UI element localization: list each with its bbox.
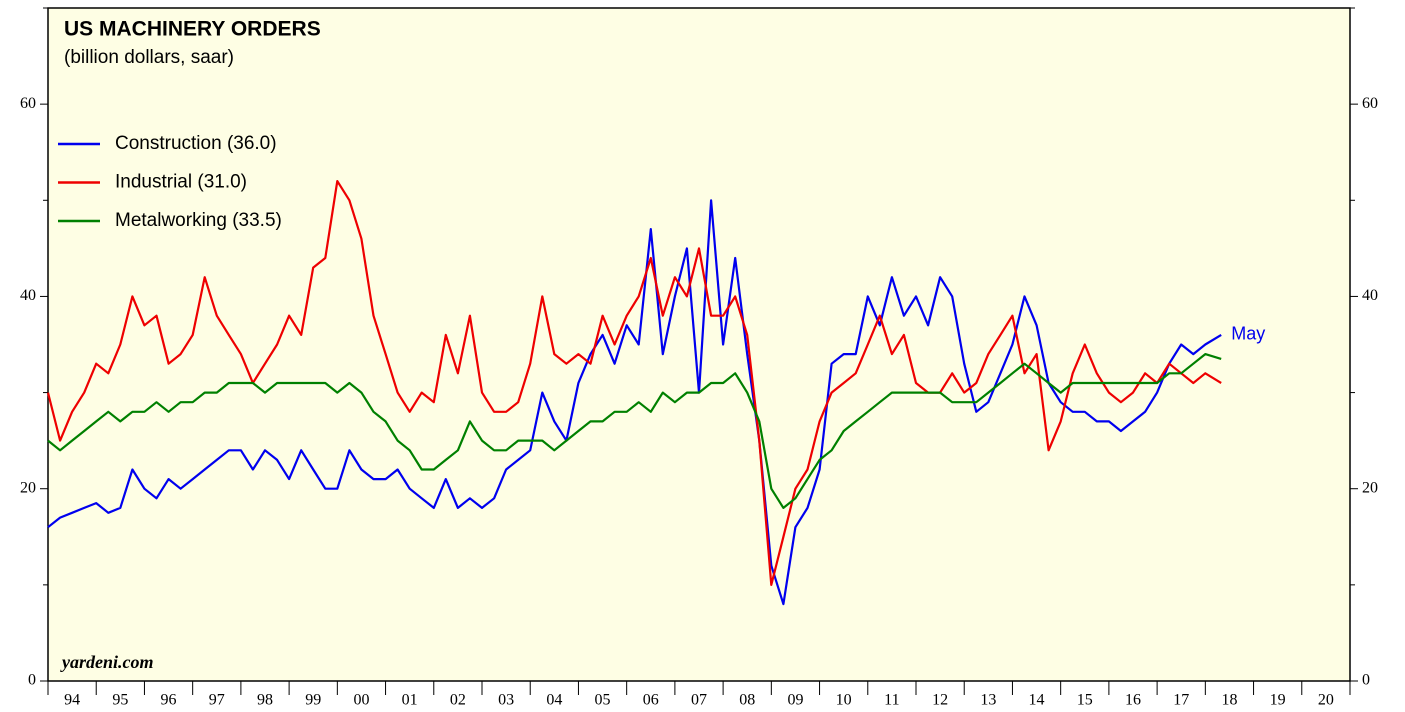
- source: yardeni.com: [60, 652, 154, 672]
- series-line: [47, 353, 1222, 509]
- series-line: [46, 180, 1222, 586]
- x-tick-label: 03: [498, 692, 514, 709]
- y-tick-label-right: 40: [1362, 287, 1378, 304]
- x-tick-label: 97: [209, 692, 225, 709]
- x-tick-label: 12: [932, 692, 948, 709]
- y-tick-label: 20: [20, 479, 36, 496]
- legend-label: Metalworking (33.5): [115, 210, 282, 231]
- x-tick-label: 98: [257, 692, 273, 709]
- x-tick-label: 08: [739, 692, 755, 709]
- x-tick-label: 02: [450, 692, 466, 709]
- x-tick-label: 07: [691, 692, 707, 709]
- chart-title: US MACHINERY ORDERS: [64, 18, 321, 41]
- y-tick-label: 60: [20, 95, 36, 112]
- x-tick-label: 94: [64, 692, 80, 709]
- x-tick-label: 11: [884, 692, 899, 709]
- plot-area: [47, 7, 1351, 682]
- x-tick-label: 19: [1270, 692, 1286, 709]
- y-tick-label: 40: [20, 287, 36, 304]
- y-tick-label-right: 0: [1362, 672, 1370, 689]
- x-tick-label: 20: [1318, 692, 1334, 709]
- legend-label: Construction (36.0): [115, 133, 277, 154]
- x-tick-label: 18: [1221, 692, 1237, 709]
- x-tick-label: 01: [402, 692, 418, 709]
- x-tick-label: 96: [161, 692, 177, 709]
- series-line: [47, 199, 1222, 606]
- annotation: May: [1231, 324, 1265, 344]
- x-tick-label: 00: [353, 692, 369, 709]
- x-tick-label: 15: [1077, 692, 1093, 709]
- x-tick-label: 13: [980, 692, 996, 709]
- x-tick-label: 14: [1029, 692, 1045, 709]
- x-tick-label: 17: [1173, 692, 1189, 709]
- x-tick-label: 04: [546, 692, 562, 709]
- y-tick-label-right: 60: [1362, 95, 1378, 112]
- x-tick-label: 10: [836, 692, 852, 709]
- legend-label: Industrial (31.0): [115, 172, 247, 193]
- x-tick-label: 99: [305, 692, 321, 709]
- y-tick-label-right: 20: [1362, 479, 1378, 496]
- x-tick-label: 09: [787, 692, 803, 709]
- x-tick-label: 06: [643, 692, 659, 709]
- x-tick-label: 05: [595, 692, 611, 709]
- x-tick-label: 95: [112, 692, 128, 709]
- y-tick-label: 0: [28, 672, 36, 689]
- x-tick-label: 16: [1125, 692, 1141, 709]
- chart-subtitle: (billion dollars, saar): [64, 47, 234, 68]
